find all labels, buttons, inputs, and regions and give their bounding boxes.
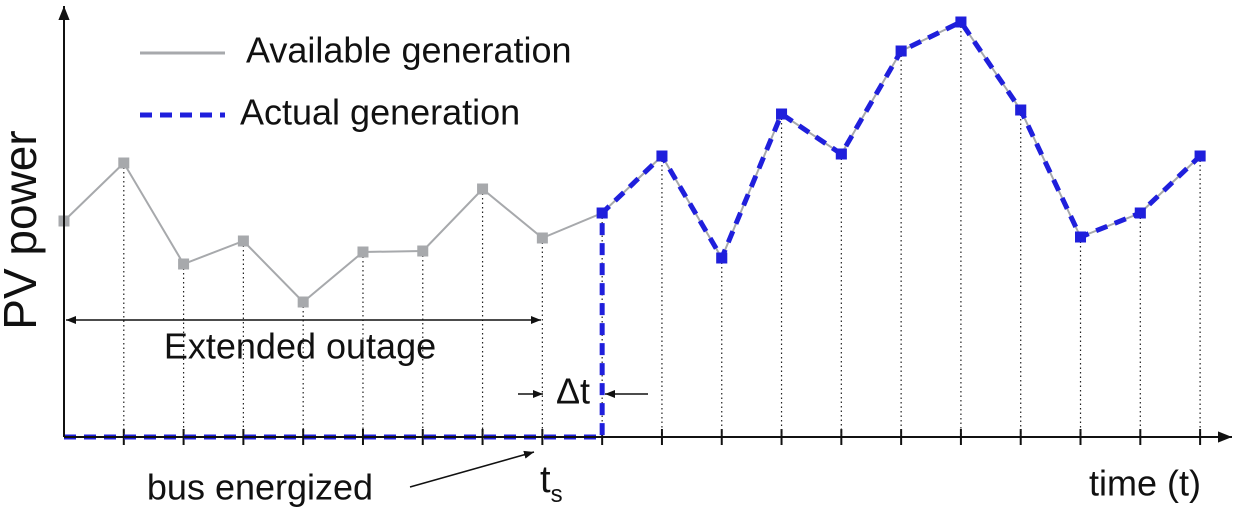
- marker: [1015, 104, 1027, 116]
- marker: [477, 183, 489, 195]
- marker: [596, 207, 608, 219]
- marker: [776, 108, 788, 120]
- marker: [357, 246, 369, 258]
- marker: [716, 252, 728, 264]
- marker: [895, 45, 907, 57]
- ts-text: t: [540, 459, 551, 501]
- delta-label: Δt: [556, 371, 590, 412]
- series-line: [64, 18, 1202, 440]
- marker: [178, 258, 190, 270]
- legend: Available generation Actual generation: [140, 30, 572, 133]
- ts-label: ts: [540, 459, 563, 508]
- energized-arrow: [409, 450, 535, 488]
- marker: [118, 157, 130, 169]
- marker: [835, 148, 847, 160]
- ts-subscript: s: [551, 481, 563, 508]
- series-line: [63, 20, 1201, 304]
- legend-label: Available generation: [246, 30, 572, 71]
- marker: [297, 296, 309, 308]
- energized-label: bus energized: [147, 467, 373, 508]
- marker: [1134, 207, 1146, 219]
- marker: [955, 16, 967, 28]
- marker: [417, 245, 429, 257]
- x-axis-label: time (t): [1089, 463, 1201, 504]
- outage-label: Extended outage: [164, 326, 436, 367]
- marker: [237, 235, 249, 247]
- legend-label: Actual generation: [240, 92, 520, 133]
- marker: [656, 150, 668, 162]
- marker: [1075, 231, 1087, 243]
- marker: [536, 232, 548, 244]
- y-axis-label: PV power: [0, 130, 46, 329]
- marker: [1194, 150, 1206, 162]
- plot-area: [58, 16, 1206, 445]
